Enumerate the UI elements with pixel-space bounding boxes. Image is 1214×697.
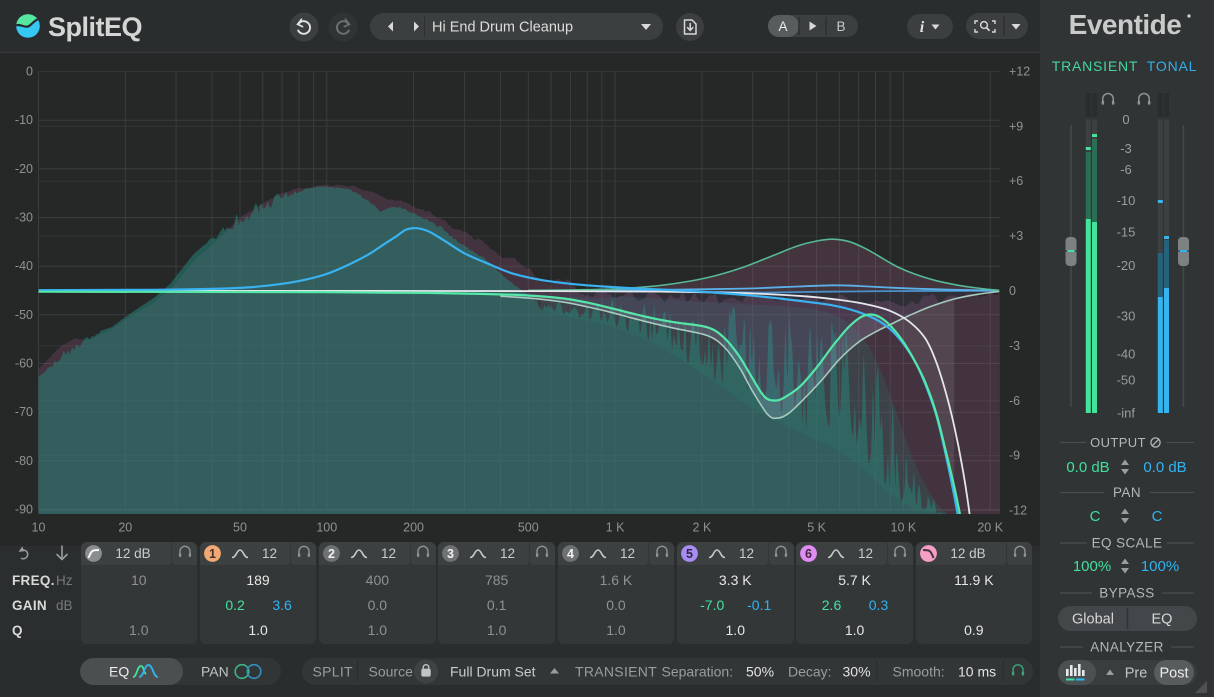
svg-text:-70: -70 (15, 405, 33, 419)
svg-text:Full Drum Set: Full Drum Set (450, 664, 536, 680)
svg-text:-60: -60 (15, 357, 33, 371)
svg-text:Decay:: Decay: (788, 664, 832, 680)
svg-text:5: 5 (686, 547, 693, 561)
svg-text:-15: -15 (1117, 224, 1136, 239)
svg-text:-6: -6 (1009, 394, 1020, 408)
svg-text:1: 1 (209, 547, 216, 561)
svg-text:-10: -10 (1117, 193, 1136, 208)
svg-text:12: 12 (262, 546, 277, 561)
svg-text:+6: +6 (1009, 174, 1023, 188)
svg-text:-12: -12 (1009, 504, 1027, 518)
svg-text:Pre: Pre (1125, 666, 1148, 682)
svg-text:100%: 100% (1073, 558, 1111, 575)
svg-text:12: 12 (500, 546, 515, 561)
svg-text:3: 3 (447, 547, 454, 561)
svg-text:50%: 50% (746, 664, 774, 680)
svg-text:12 dB: 12 dB (950, 546, 985, 561)
svg-text:Hz: Hz (56, 573, 73, 588)
svg-text:30%: 30% (843, 664, 871, 680)
svg-text:10 ms: 10 ms (958, 664, 996, 680)
svg-text:6: 6 (805, 547, 812, 561)
svg-text:0: 0 (1122, 112, 1129, 127)
svg-text:0: 0 (1009, 284, 1016, 298)
svg-text:BYPASS: BYPASS (1099, 586, 1154, 601)
svg-text:EQ: EQ (109, 664, 129, 680)
svg-text:20 K: 20 K (977, 521, 1003, 535)
svg-text:i: i (920, 19, 925, 36)
svg-text:2: 2 (328, 547, 335, 561)
svg-text:Smooth:: Smooth: (893, 664, 945, 680)
svg-text:PAN: PAN (201, 664, 229, 680)
svg-text:OUTPUT: OUTPUT (1090, 435, 1146, 450)
svg-text:12: 12 (381, 546, 396, 561)
svg-text:FREQ.: FREQ. (12, 573, 55, 588)
svg-text:Eventide: Eventide (1069, 9, 1182, 40)
svg-text:-30: -30 (1117, 308, 1136, 323)
svg-text:-20: -20 (1117, 258, 1136, 273)
svg-text:500: 500 (518, 521, 539, 535)
svg-text:200: 200 (403, 521, 424, 535)
svg-text:10: 10 (32, 521, 46, 535)
svg-text:+9: +9 (1009, 119, 1023, 133)
svg-text:EQ SCALE: EQ SCALE (1092, 536, 1163, 551)
svg-text:+12: +12 (1009, 65, 1030, 79)
svg-text:TRANSIENT: TRANSIENT (575, 664, 657, 680)
svg-text:4: 4 (567, 547, 574, 561)
svg-text:SplitEQ: SplitEQ (48, 12, 142, 42)
svg-text:PAN: PAN (1113, 485, 1141, 500)
svg-text:-40: -40 (15, 259, 33, 273)
svg-text:20: 20 (118, 521, 132, 535)
svg-text:-inf: -inf (1117, 406, 1135, 421)
svg-text:B: B (836, 19, 845, 34)
svg-text:-80: -80 (15, 454, 33, 468)
svg-text:-90: -90 (15, 503, 33, 517)
svg-text:1 K: 1 K (606, 521, 625, 535)
svg-text:100: 100 (316, 521, 337, 535)
svg-text:-3: -3 (1009, 339, 1020, 353)
svg-text:12 dB: 12 dB (115, 546, 150, 561)
svg-text:-50: -50 (1117, 373, 1136, 388)
svg-text:dB: dB (56, 598, 73, 613)
svg-text:10 K: 10 K (891, 521, 917, 535)
svg-text:C: C (1090, 508, 1101, 525)
svg-text:2 K: 2 K (693, 521, 712, 535)
svg-text:GAIN: GAIN (12, 598, 47, 613)
svg-text:0.0 dB: 0.0 dB (1143, 459, 1186, 476)
svg-text:100%: 100% (1141, 558, 1179, 575)
svg-text:Global: Global (1072, 612, 1114, 628)
svg-text:-20: -20 (15, 162, 33, 176)
svg-text:-9: -9 (1009, 449, 1020, 463)
svg-text:0.0 dB: 0.0 dB (1066, 459, 1109, 476)
svg-text:TRANSIENT: TRANSIENT (1052, 58, 1139, 74)
svg-text:+3: +3 (1009, 229, 1023, 243)
svg-text:12: 12 (620, 546, 635, 561)
svg-text:Source: Source (369, 664, 414, 680)
svg-text:Q: Q (12, 623, 23, 638)
svg-text:-40: -40 (1117, 346, 1136, 361)
svg-text:-30: -30 (15, 211, 33, 225)
svg-text:-10: -10 (15, 113, 33, 127)
svg-text:SPLIT: SPLIT (313, 664, 354, 680)
svg-text:0: 0 (26, 65, 33, 79)
svg-text:-3: -3 (1120, 141, 1132, 156)
svg-text:EQ: EQ (1152, 612, 1173, 628)
svg-text:Separation:: Separation: (662, 664, 734, 680)
svg-text:-6: -6 (1120, 162, 1132, 177)
svg-text:TONAL: TONAL (1147, 58, 1197, 74)
svg-text:50: 50 (233, 521, 247, 535)
svg-text:5 K: 5 K (807, 521, 826, 535)
svg-text:Hi End Drum Cleanup: Hi End Drum Cleanup (432, 20, 573, 36)
svg-text:12: 12 (739, 546, 754, 561)
svg-text:A: A (778, 19, 787, 34)
svg-text:ANALYZER: ANALYZER (1090, 640, 1163, 655)
svg-text:12: 12 (858, 546, 873, 561)
svg-text:-50: -50 (15, 308, 33, 322)
svg-text:C: C (1152, 508, 1163, 525)
svg-text:Post: Post (1159, 666, 1188, 682)
